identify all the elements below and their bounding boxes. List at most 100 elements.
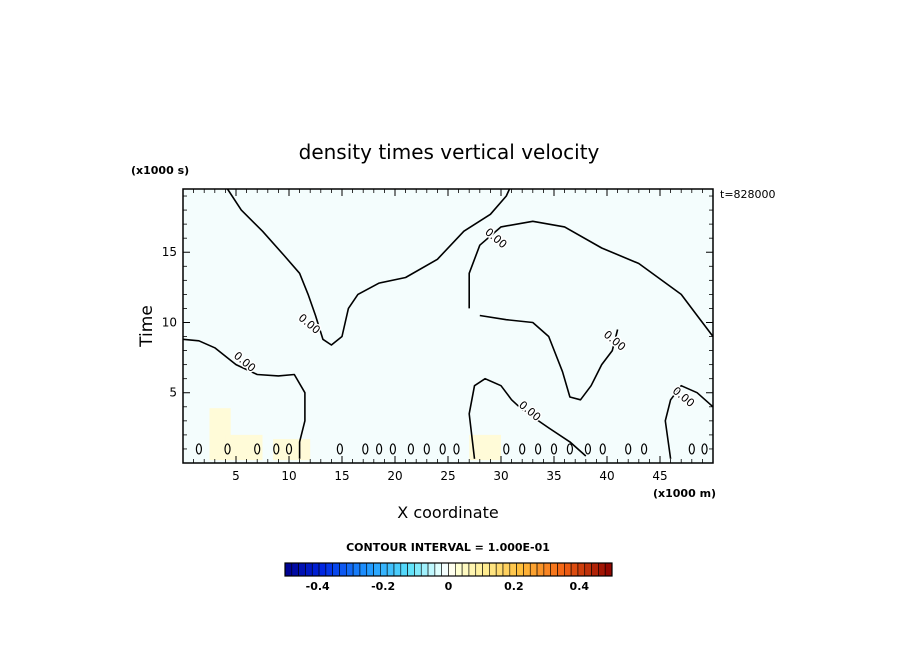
colorbar-cell bbox=[557, 562, 565, 577]
colorbar-cell bbox=[584, 562, 592, 577]
small-contour bbox=[550, 443, 558, 455]
zero-contour-line bbox=[479, 314, 619, 401]
colorbar-cell bbox=[489, 562, 497, 577]
colorbar-cell bbox=[332, 562, 340, 577]
y-axis-label: Time bbox=[137, 305, 157, 348]
colorbar-cell bbox=[591, 562, 599, 577]
colorbar-cell bbox=[400, 562, 408, 577]
colorbar-cell bbox=[434, 562, 442, 577]
small-contour bbox=[503, 443, 510, 455]
x-tick-label: 15 bbox=[334, 469, 349, 483]
y-tick-label: 15 bbox=[162, 245, 177, 259]
colorbar-tick-label: -0.4 bbox=[306, 580, 330, 593]
small-contour bbox=[407, 443, 414, 455]
colorbar-cell bbox=[407, 562, 415, 577]
colorbar-cell bbox=[509, 562, 517, 577]
colorbar-cell bbox=[305, 562, 313, 577]
colorbar-cell bbox=[523, 562, 531, 577]
colorbar-cell bbox=[455, 562, 463, 577]
small-contour bbox=[376, 443, 383, 455]
small-contour bbox=[195, 443, 202, 455]
positive-shade bbox=[225, 434, 263, 461]
colorbar-cell bbox=[311, 562, 320, 577]
colorbar-cell bbox=[570, 562, 579, 577]
small-contour bbox=[285, 443, 293, 455]
colorbar-cell bbox=[359, 562, 368, 577]
colorbar-cell bbox=[325, 562, 333, 577]
zero-contour-line bbox=[468, 377, 587, 459]
x-tick-label: 5 bbox=[232, 469, 240, 483]
small-contour bbox=[566, 443, 574, 455]
small-contour bbox=[640, 443, 648, 455]
x-tick-label: 10 bbox=[281, 469, 296, 483]
colorbar-cell bbox=[386, 562, 395, 577]
colorbar-cell bbox=[550, 562, 558, 577]
colorbar bbox=[284, 562, 613, 577]
x-tick-label: 40 bbox=[599, 469, 614, 483]
colorbar-cell bbox=[414, 562, 422, 577]
colorbar-cell bbox=[427, 562, 436, 577]
colorbar-tick-label: 0.4 bbox=[570, 580, 590, 593]
x-tick-label: 30 bbox=[493, 469, 508, 483]
colorbar-cell bbox=[380, 562, 388, 577]
chart-title: density times vertical velocity bbox=[299, 140, 600, 164]
colorbar-cell bbox=[475, 562, 483, 577]
colorbar-cell bbox=[461, 562, 470, 577]
colorbar-cell bbox=[495, 562, 504, 577]
small-contour bbox=[625, 443, 632, 455]
small-contour bbox=[439, 443, 446, 455]
y-tick-label: 5 bbox=[169, 386, 177, 400]
x-axis-ticks: 5 10 15 20 25 30 35 40 45 bbox=[232, 189, 668, 483]
colorbar-cell bbox=[291, 562, 299, 577]
x-tick-label: 25 bbox=[440, 469, 455, 483]
colorbar-tick-label: 0.2 bbox=[504, 580, 524, 593]
zero-contour-line bbox=[468, 220, 714, 337]
colorbar-cell bbox=[339, 562, 347, 577]
x-unit-label: (x1000 m) bbox=[653, 487, 716, 500]
colorbar-cell bbox=[441, 562, 449, 577]
colorbar-cell bbox=[420, 562, 429, 577]
colorbar-tick-labels: -0.4 -0.2 0 0.2 0.4 bbox=[306, 580, 590, 593]
colorbar-cell bbox=[529, 562, 538, 577]
colorbar-cell bbox=[482, 562, 490, 577]
zero-contour-line bbox=[226, 188, 511, 346]
small-contour bbox=[584, 443, 592, 455]
small-contour bbox=[273, 443, 280, 455]
colorbar-cell bbox=[366, 562, 374, 577]
colorbar-cell bbox=[564, 562, 572, 577]
colorbar-cell bbox=[502, 562, 511, 577]
small-contour bbox=[389, 443, 396, 455]
contour-lines bbox=[182, 188, 714, 459]
colorbar-cell bbox=[352, 562, 361, 577]
colorbar-frame bbox=[284, 562, 613, 577]
small-contour bbox=[599, 443, 606, 455]
colorbar-cell bbox=[468, 562, 477, 577]
small-contour bbox=[519, 443, 526, 455]
small-contour bbox=[224, 443, 231, 455]
colorbar-cell bbox=[393, 562, 402, 577]
small-contour bbox=[254, 443, 261, 455]
zero-contour-line bbox=[182, 338, 306, 459]
colorbar-cell bbox=[516, 562, 524, 577]
colorbar-cell bbox=[373, 562, 381, 577]
y-tick-label: 10 bbox=[162, 315, 177, 329]
colorbar-cell bbox=[577, 562, 586, 577]
contour-interval-text: CONTOUR INTERVAL = 1.000E-01 bbox=[346, 541, 550, 554]
minor-ticks bbox=[183, 189, 713, 463]
small-contour bbox=[701, 443, 708, 455]
small-contour bbox=[453, 443, 460, 455]
colorbar-cell bbox=[318, 562, 327, 577]
colorbar-cell bbox=[536, 562, 545, 577]
x-tick-label: 45 bbox=[652, 469, 667, 483]
x-axis-label: X coordinate bbox=[397, 503, 498, 522]
colorbar-cell bbox=[284, 562, 293, 577]
small-contour bbox=[336, 443, 343, 455]
y-unit-label: (x1000 s) bbox=[131, 164, 189, 177]
y-axis-ticks: 5 10 15 bbox=[162, 245, 713, 400]
colorbar-cell bbox=[543, 562, 551, 577]
small-contour bbox=[534, 443, 542, 455]
colorbar-cell bbox=[598, 562, 606, 577]
colorbar-tick-label: -0.2 bbox=[371, 580, 395, 593]
colorbar-cell bbox=[298, 562, 306, 577]
